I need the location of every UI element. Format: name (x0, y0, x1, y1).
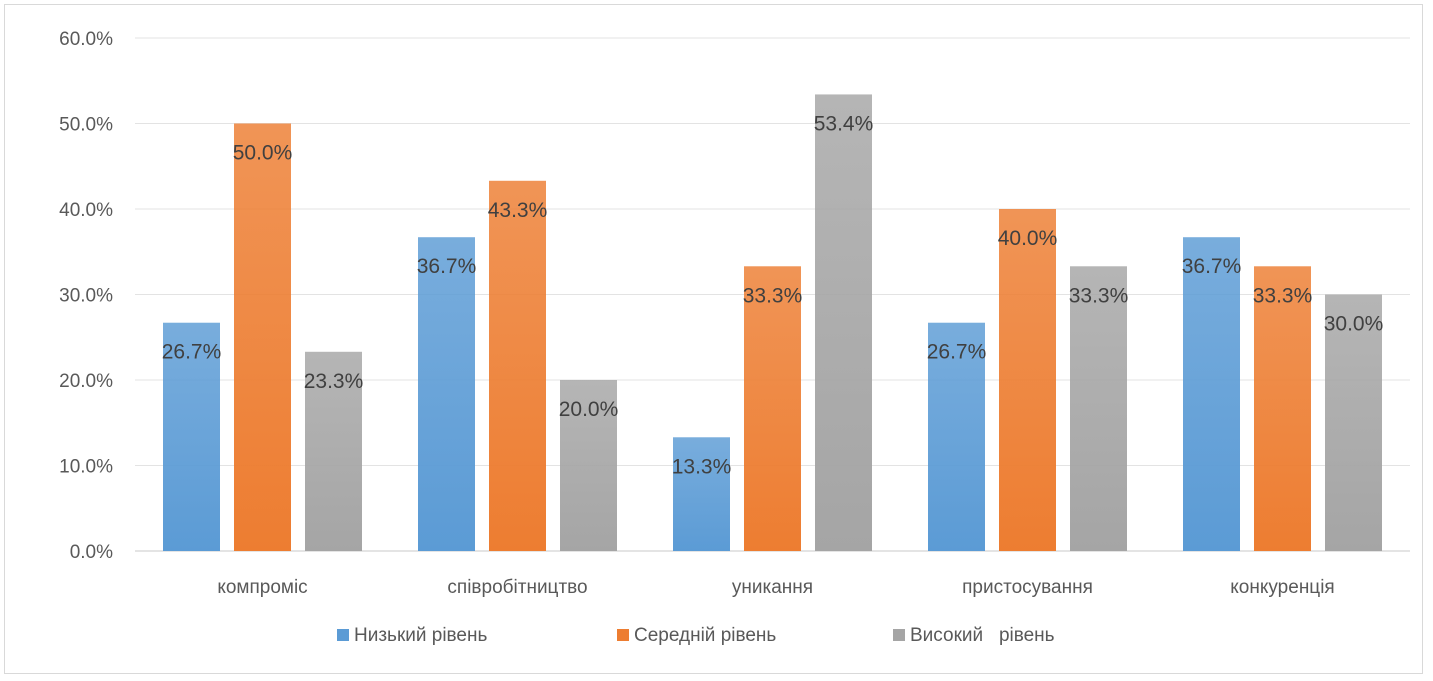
chart-frame: 0.0% 10.0% 20.0% 30.0% 40.0% 50.0% 60.0% 26.7%… (4, 4, 1423, 674)
legend: Низький рівень Середній рівень Високий рів… (337, 625, 1055, 646)
legend-swatch (337, 629, 349, 641)
bars (163, 94, 1382, 552)
y-tick-label: 50.0% (59, 115, 113, 136)
data-label: 36.7% (1182, 255, 1242, 278)
bar (305, 351, 362, 551)
legend-label: Високий рівень (910, 625, 1055, 646)
bar (815, 94, 872, 552)
data-label: 50.0% (233, 142, 293, 165)
data-label: 53.4% (814, 112, 874, 135)
y-tick-label: 40.0% (59, 200, 113, 221)
bar (163, 322, 220, 551)
y-axis: 0.0% 10.0% 20.0% 30.0% 40.0% 50.0% 60.0% (59, 29, 113, 563)
data-label: 33.3% (1069, 284, 1129, 307)
bar (999, 209, 1056, 551)
x-axis: компроміс співробітництво уникання пристосу… (217, 577, 1334, 598)
bar-chart: 0.0% 10.0% 20.0% 30.0% 40.0% 50.0% 60.0% 26.7%… (59, 29, 1410, 646)
y-tick-label: 20.0% (59, 371, 113, 392)
x-tick-label: конкуренція (1230, 577, 1334, 598)
bar (1325, 294, 1382, 551)
data-label: 40.0% (998, 227, 1058, 250)
data-label: 20.0% (559, 398, 619, 421)
data-label: 33.3% (743, 284, 803, 307)
data-label: 23.3% (304, 370, 364, 393)
data-label: 13.3% (672, 455, 732, 478)
bar (560, 380, 617, 551)
y-tick-label: 60.0% (59, 29, 113, 50)
data-label: 33.3% (1253, 284, 1313, 307)
data-label: 30.0% (1324, 313, 1384, 336)
data-label: 43.3% (488, 199, 548, 222)
y-tick-label: 10.0% (59, 457, 113, 478)
bar (928, 322, 985, 551)
legend-label: Низький рівень (354, 625, 487, 646)
bar (744, 266, 801, 551)
x-tick-label: компроміс (217, 577, 307, 598)
y-tick-label: 0.0% (70, 542, 113, 563)
y-tick-label: 30.0% (59, 286, 113, 307)
legend-label: Середній рівень (634, 625, 776, 646)
data-label: 26.7% (927, 341, 987, 364)
bar (1254, 266, 1311, 551)
data-label: 36.7% (417, 255, 477, 278)
bar (1183, 237, 1240, 551)
x-tick-label: уникання (732, 577, 813, 598)
data-label: 26.7% (162, 341, 222, 364)
legend-swatch (893, 629, 905, 641)
bar (489, 180, 546, 551)
x-tick-label: пристосування (962, 577, 1093, 598)
bar (1070, 266, 1127, 551)
bar (673, 437, 730, 551)
legend-swatch (617, 629, 629, 641)
bar (418, 237, 475, 551)
x-tick-label: співробітництво (447, 577, 587, 598)
data-labels: 26.7% 50.0% 23.3% 36.7% 43.3% 20.0% 13.3% 33.3%… (162, 112, 1384, 478)
bar (234, 123, 291, 551)
